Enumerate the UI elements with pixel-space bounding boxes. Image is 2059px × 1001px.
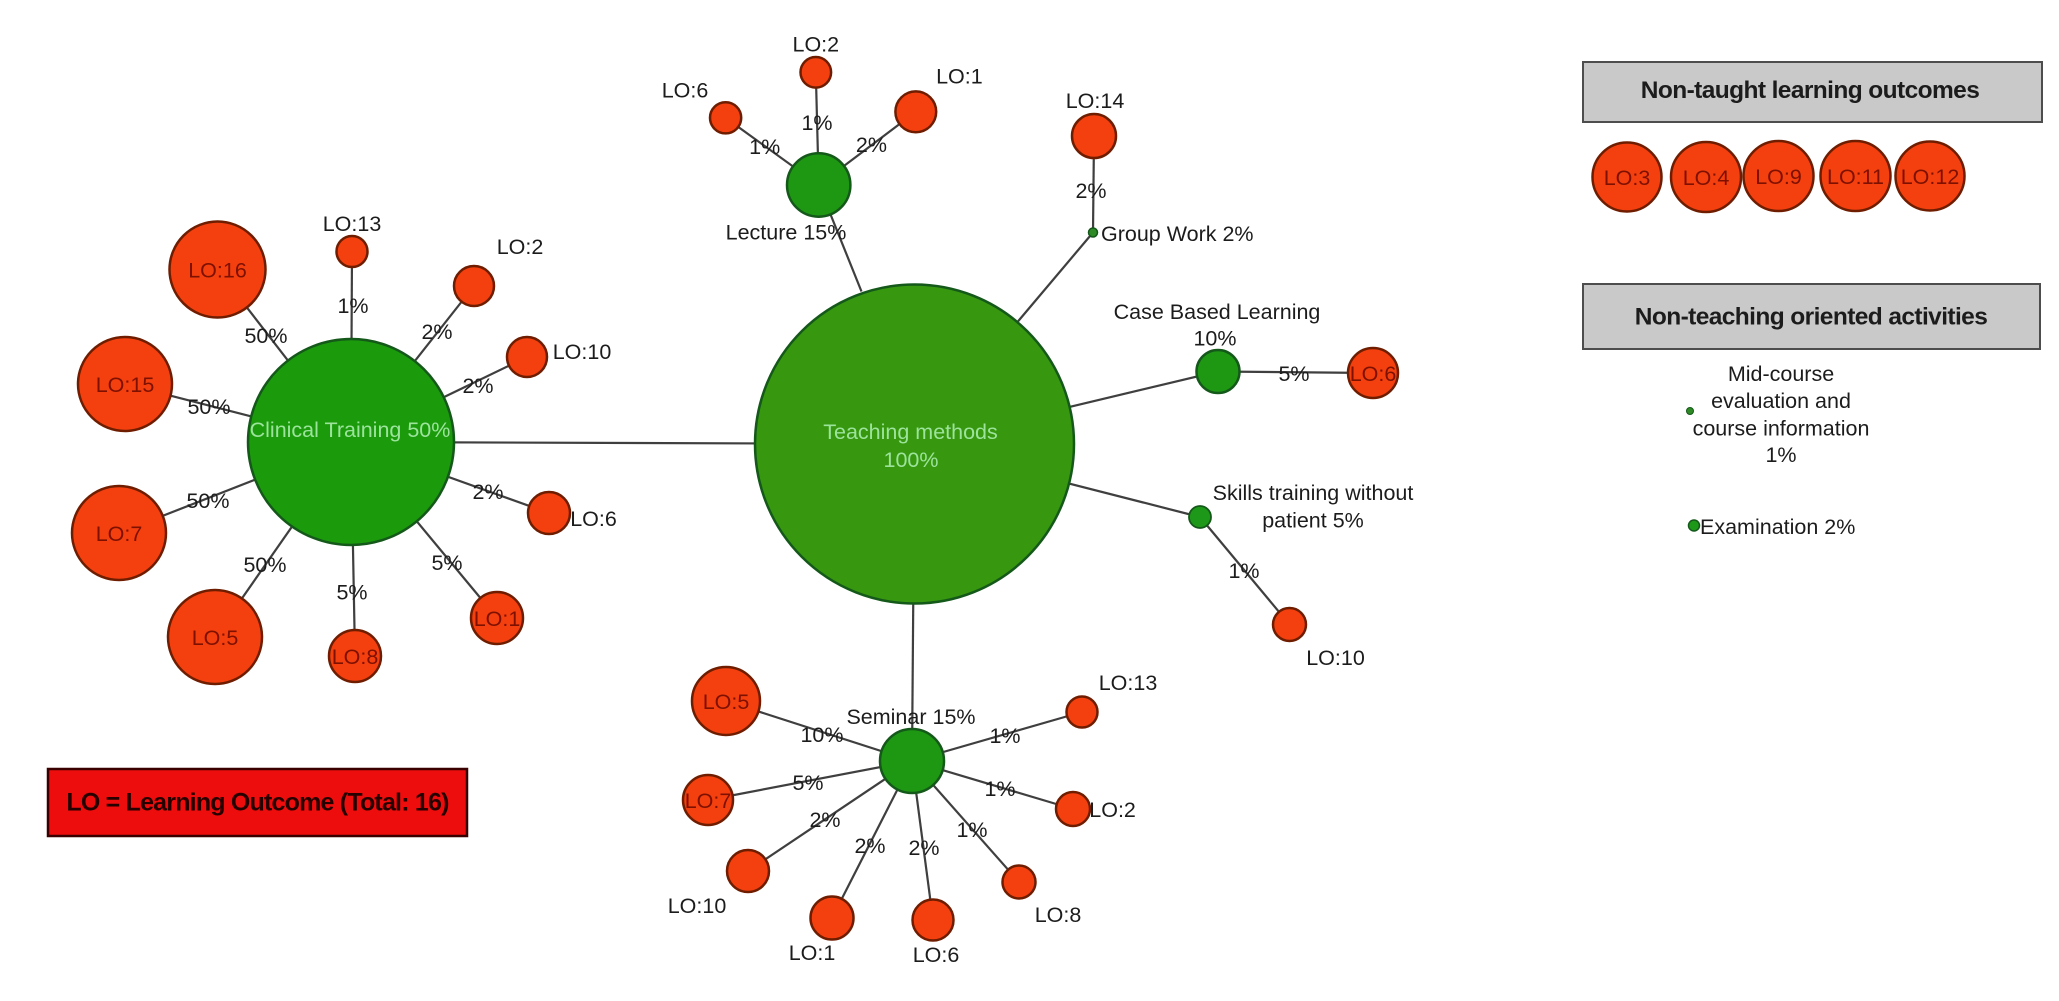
svg-text:LO:9: LO:9 xyxy=(1755,165,1802,189)
svg-text:Seminar 15%: Seminar 15% xyxy=(846,705,975,729)
svg-text:LO:15: LO:15 xyxy=(96,373,155,397)
svg-text:1%: 1% xyxy=(801,111,832,135)
svg-text:LO:12: LO:12 xyxy=(1901,165,1960,189)
svg-text:Skills training without: Skills training without xyxy=(1213,481,1414,505)
svg-text:50%: 50% xyxy=(243,553,286,577)
svg-text:LO:6: LO:6 xyxy=(913,943,960,967)
svg-text:LO:5: LO:5 xyxy=(703,690,750,714)
svg-text:100%: 100% xyxy=(884,448,939,472)
svg-text:Group Work 2%: Group Work 2% xyxy=(1101,222,1254,246)
svg-text:LO:3: LO:3 xyxy=(1604,166,1651,190)
svg-text:Mid-course: Mid-course xyxy=(1728,362,1834,386)
svg-text:LO:6: LO:6 xyxy=(570,507,617,531)
svg-text:1%: 1% xyxy=(956,818,987,842)
svg-text:2%: 2% xyxy=(856,133,887,157)
svg-text:LO:16: LO:16 xyxy=(188,259,247,283)
svg-text:10%: 10% xyxy=(1193,327,1236,351)
svg-text:50%: 50% xyxy=(187,395,230,419)
svg-text:LO:11: LO:11 xyxy=(1827,165,1884,189)
svg-text:5%: 5% xyxy=(336,581,367,605)
svg-text:1%: 1% xyxy=(989,724,1020,748)
svg-text:LO:1: LO:1 xyxy=(474,607,521,631)
svg-text:2%: 2% xyxy=(908,836,939,860)
svg-text:course information: course information xyxy=(1693,417,1870,441)
svg-text:Teaching methods: Teaching methods xyxy=(823,420,998,444)
svg-text:LO:6: LO:6 xyxy=(662,79,709,103)
svg-text:patient 5%: patient 5% xyxy=(1262,509,1364,533)
svg-text:50%: 50% xyxy=(186,489,229,513)
svg-text:Non-taught learning outcomes: Non-taught learning outcomes xyxy=(1641,77,1979,104)
svg-text:LO:10: LO:10 xyxy=(553,340,612,364)
svg-text:LO:13: LO:13 xyxy=(323,212,382,236)
svg-text:LO:7: LO:7 xyxy=(96,522,143,546)
svg-text:Lecture 15%: Lecture 15% xyxy=(726,221,847,245)
svg-text:LO:7: LO:7 xyxy=(685,789,732,813)
svg-text:1%: 1% xyxy=(1765,443,1796,467)
svg-text:1%: 1% xyxy=(749,135,780,159)
svg-text:5%: 5% xyxy=(1278,362,1309,386)
svg-text:Examination 2%: Examination 2% xyxy=(1700,515,1855,539)
svg-text:5%: 5% xyxy=(431,551,462,575)
svg-text:10%: 10% xyxy=(800,723,843,747)
svg-text:1%: 1% xyxy=(1228,559,1259,583)
svg-text:LO:13: LO:13 xyxy=(1099,671,1158,695)
svg-text:LO:10: LO:10 xyxy=(668,894,727,918)
svg-text:1%: 1% xyxy=(984,777,1015,801)
svg-text:Clinical Training 50%: Clinical Training 50% xyxy=(250,418,451,442)
svg-text:LO:6: LO:6 xyxy=(1350,362,1397,386)
svg-text:LO:5: LO:5 xyxy=(192,626,239,650)
svg-text:2%: 2% xyxy=(809,808,840,832)
svg-text:50%: 50% xyxy=(244,324,287,348)
svg-text:LO = Learning Outcome (Total:: LO = Learning Outcome (Total: 16) xyxy=(66,789,449,817)
svg-text:LO:2: LO:2 xyxy=(1089,798,1136,822)
svg-text:LO:4: LO:4 xyxy=(1683,166,1730,190)
svg-text:Non-teaching oriented activiti: Non-teaching oriented activities xyxy=(1635,304,1987,331)
svg-text:LO:8: LO:8 xyxy=(1035,903,1082,927)
svg-text:LO:1: LO:1 xyxy=(936,65,983,89)
svg-text:LO:8: LO:8 xyxy=(332,645,379,669)
svg-text:LO:2: LO:2 xyxy=(792,32,839,56)
svg-text:2%: 2% xyxy=(854,834,885,858)
svg-text:5%: 5% xyxy=(792,771,823,795)
svg-text:LO:2: LO:2 xyxy=(497,235,544,259)
svg-text:2%: 2% xyxy=(421,320,452,344)
svg-text:2%: 2% xyxy=(1075,179,1106,203)
svg-text:1%: 1% xyxy=(337,294,368,318)
svg-text:Case Based Learning: Case Based Learning xyxy=(1114,300,1321,324)
svg-text:2%: 2% xyxy=(462,374,493,398)
svg-text:evaluation and: evaluation and xyxy=(1711,389,1851,413)
svg-text:LO:10: LO:10 xyxy=(1306,646,1365,670)
svg-text:LO:1: LO:1 xyxy=(789,941,836,965)
svg-text:LO:14: LO:14 xyxy=(1066,89,1125,113)
svg-text:2%: 2% xyxy=(472,480,503,504)
